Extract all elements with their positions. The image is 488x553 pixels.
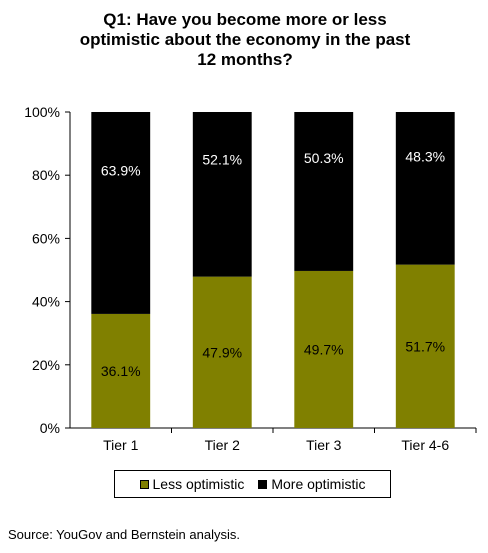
legend-swatch-more-optimistic [258,479,268,489]
legend-swatch-less-optimistic [139,479,149,489]
legend-item-less-optimistic: Less optimistic [139,476,245,492]
legend-label-less-optimistic: Less optimistic [152,476,245,492]
legend-item-more-optimistic: More optimistic [258,476,365,492]
data-label: 50.3% [304,150,344,166]
y-tick-label: 20% [32,357,60,373]
bar-segment-less-optimistic [395,264,455,428]
x-tick-label: Tier 4-6 [401,437,449,453]
chart-title-line-2: optimistic about the economy in the past [79,30,411,49]
data-label: 51.7% [405,338,445,354]
x-tick-label: Tier 1 [103,437,138,453]
bar-segment-less-optimistic [192,276,252,428]
y-tick-label: 40% [32,294,60,310]
source-note: Source: YouGov and Bernstein analysis. [8,527,240,542]
data-label: 49.7% [304,341,344,357]
x-tick-label: Tier 3 [306,437,341,453]
y-tick-label: 80% [32,167,60,183]
stacked-bar-chart: 0% 20% 40% 60% 80% 100% 36.1% 63.9% Tier 1 47.9% 5… [24,104,477,453]
data-label: 52.1% [202,152,242,168]
bar-segment-more-optimistic [294,112,354,271]
y-tick-label: 100% [24,104,60,120]
data-label: 48.3% [405,148,445,164]
bar-segment-less-optimistic [91,313,151,428]
chart-title-line-3: 12 months? [197,50,293,69]
bar-segment-less-optimistic [294,270,354,428]
data-label: 47.9% [202,344,242,360]
bar-segment-more-optimistic [395,112,455,265]
chart-title: Q1: Have you become more or less optimis… [40,10,450,70]
legend-label-more-optimistic: More optimistic [271,476,366,492]
x-tick-label: Tier 2 [205,437,240,453]
chart-title-line-1: Q1: Have you become more or less [103,10,387,29]
data-label: 36.1% [101,363,141,379]
data-label: 63.9% [101,163,141,179]
y-tick-label: 0% [40,420,60,436]
y-tick-label: 60% [32,230,60,246]
bar-segment-more-optimistic [192,112,252,277]
bar-segment-more-optimistic [91,112,151,314]
legend: Less optimistic More optimistic [114,470,391,498]
